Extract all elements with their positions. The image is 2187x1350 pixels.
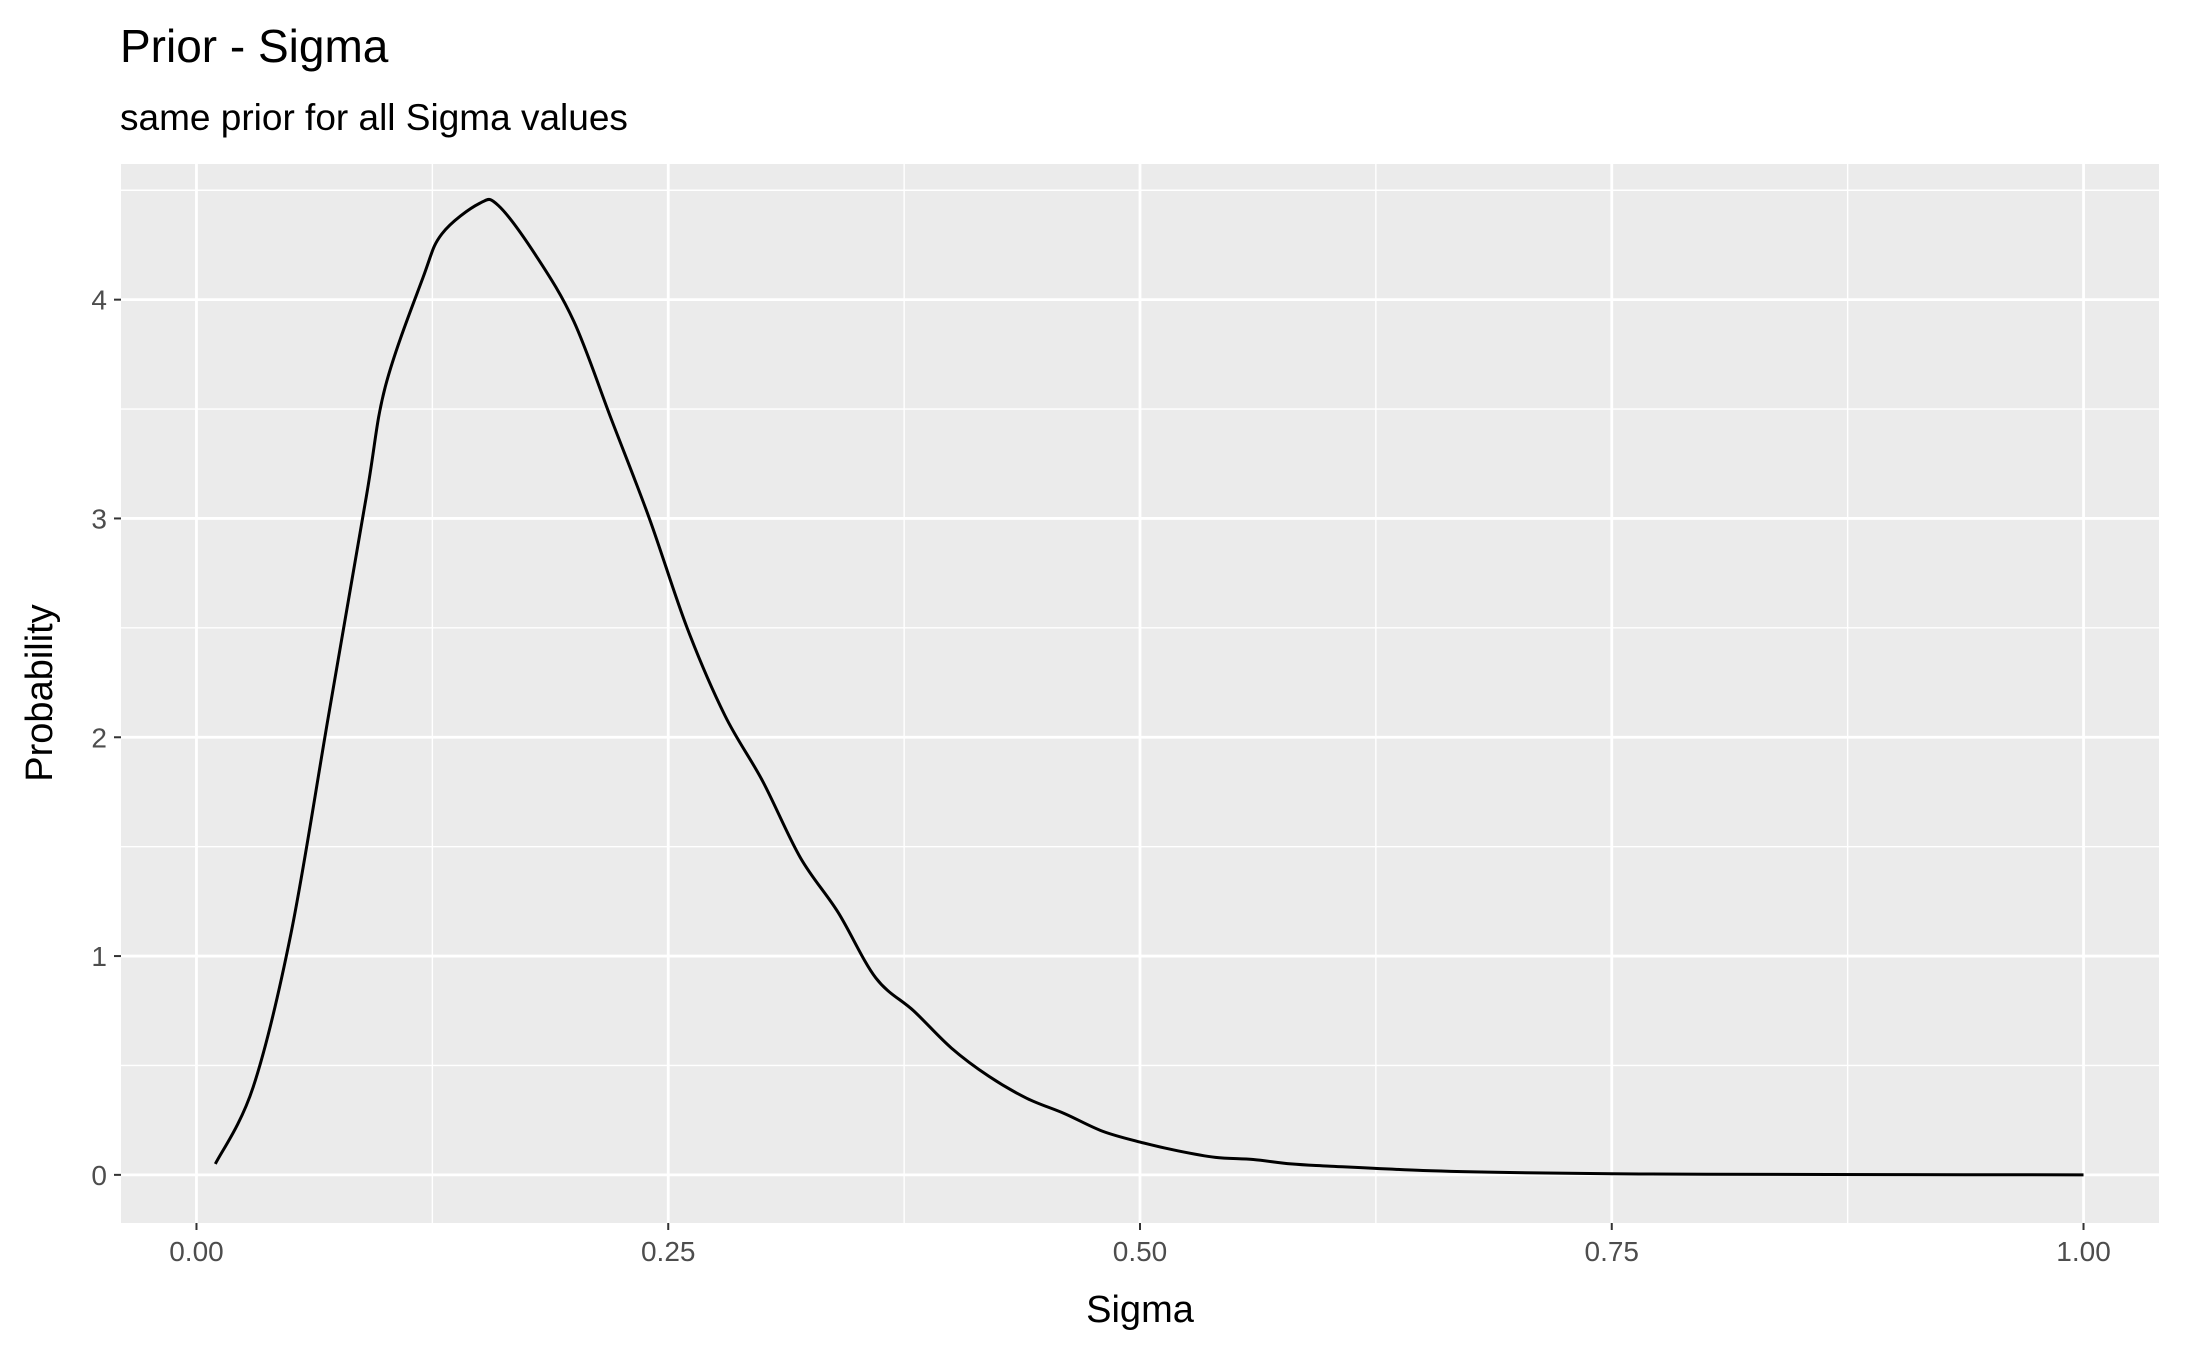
y-axis: 0 1 2 3 4 [91,285,121,1191]
x-tick-label: 0.25 [641,1236,696,1267]
y-tick-label: 1 [91,941,107,972]
chart-subtitle: same prior for all Sigma values [120,97,628,138]
x-tick-label: 0.00 [169,1236,224,1267]
chart-title: Prior - Sigma [120,20,389,72]
x-tick-label: 1.00 [2056,1236,2111,1267]
y-tick-label: 0 [91,1160,107,1191]
y-tick-label: 3 [91,503,107,534]
grid-lines [121,164,2159,1223]
y-tick-label: 4 [91,285,107,316]
x-axis-title: Sigma [1086,1289,1195,1331]
x-tick-label: 0.75 [1585,1236,1640,1267]
x-tick-label: 0.50 [1113,1236,1168,1267]
density-line [214,197,2084,1177]
x-axis: 0.00 0.25 0.50 0.75 1.00 [169,1223,2111,1267]
y-tick-label: 2 [91,722,107,753]
y-axis-title: Probability [19,604,61,781]
